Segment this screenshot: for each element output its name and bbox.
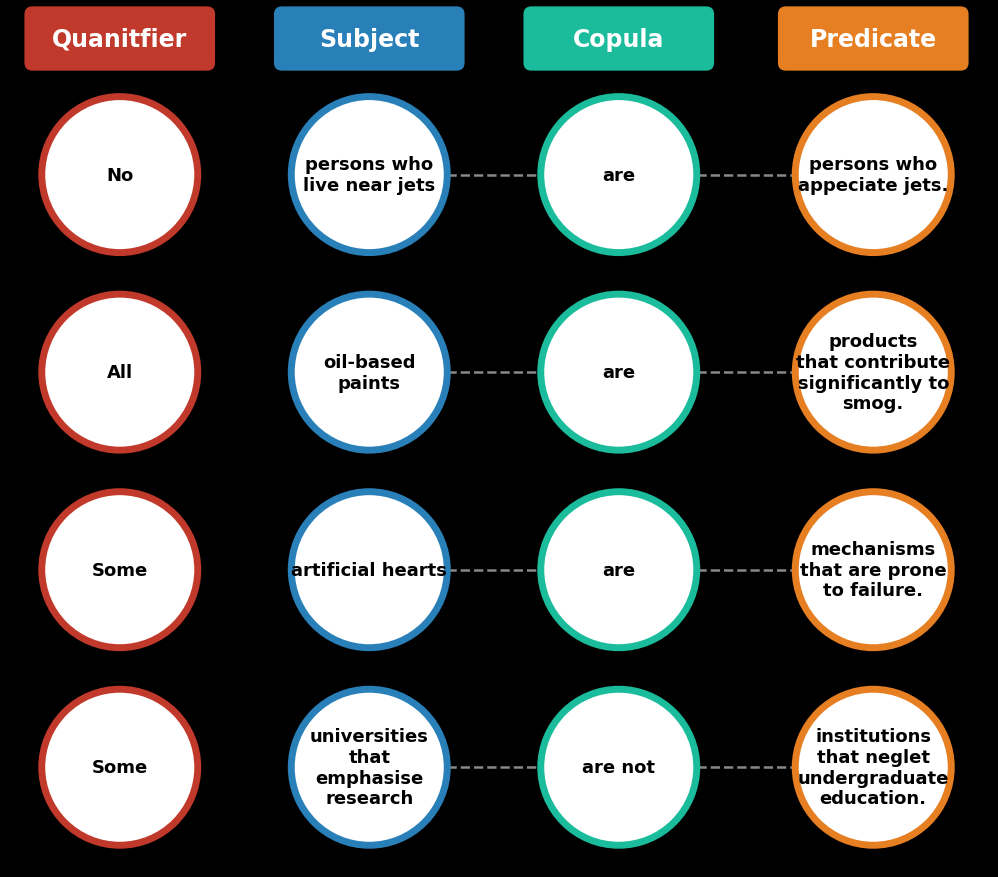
Circle shape <box>795 97 951 253</box>
Text: are: are <box>602 167 636 184</box>
Text: are: are <box>602 364 636 381</box>
Circle shape <box>42 492 198 648</box>
Circle shape <box>541 97 697 253</box>
FancyBboxPatch shape <box>777 7 969 72</box>
Text: Copula: Copula <box>573 27 665 52</box>
Circle shape <box>291 689 447 845</box>
Text: oil-based
paints: oil-based paints <box>323 353 415 392</box>
Circle shape <box>795 492 951 648</box>
Text: No: No <box>106 167 134 184</box>
Text: products
that contribute
significantly to
smog.: products that contribute significantly t… <box>796 332 950 413</box>
Text: are not: are not <box>582 759 656 776</box>
Text: persons who
live near jets: persons who live near jets <box>303 156 435 195</box>
Text: Predicate: Predicate <box>809 27 937 52</box>
FancyBboxPatch shape <box>523 7 715 72</box>
Circle shape <box>541 689 697 845</box>
Circle shape <box>541 492 697 648</box>
Text: All: All <box>107 364 133 381</box>
Circle shape <box>42 295 198 451</box>
Text: Some: Some <box>92 561 148 579</box>
FancyBboxPatch shape <box>24 7 216 72</box>
Text: Some: Some <box>92 759 148 776</box>
Circle shape <box>42 689 198 845</box>
Text: mechanisms
that are prone
to failure.: mechanisms that are prone to failure. <box>800 540 946 600</box>
Circle shape <box>795 689 951 845</box>
Text: persons who
appeciate jets.: persons who appeciate jets. <box>798 156 948 195</box>
Text: institutions
that neglet
undergraduate
education.: institutions that neglet undergraduate e… <box>797 727 949 808</box>
Circle shape <box>795 295 951 451</box>
Text: Subject: Subject <box>319 27 419 52</box>
Text: Quanitfier: Quanitfier <box>52 27 188 52</box>
Circle shape <box>541 295 697 451</box>
FancyBboxPatch shape <box>273 7 465 72</box>
Text: universities
that
emphasise
research: universities that emphasise research <box>309 727 429 808</box>
Circle shape <box>291 97 447 253</box>
Text: artificial hearts: artificial hearts <box>291 561 447 579</box>
Text: are: are <box>602 561 636 579</box>
Circle shape <box>291 492 447 648</box>
Circle shape <box>291 295 447 451</box>
Circle shape <box>42 97 198 253</box>
